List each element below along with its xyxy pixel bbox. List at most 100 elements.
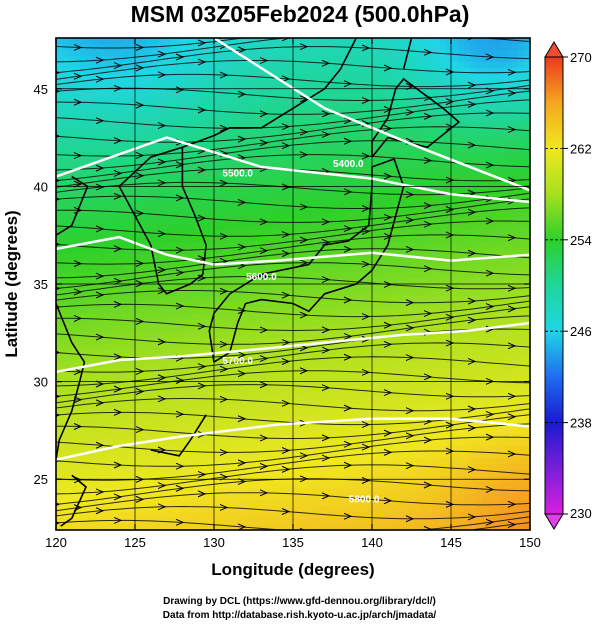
field-cell <box>422 290 429 297</box>
field-cell <box>284 206 291 213</box>
field-cell <box>428 260 435 267</box>
field-cell <box>344 176 351 183</box>
field-cell <box>236 74 243 81</box>
field-cell <box>326 302 333 309</box>
field-cell <box>458 374 465 381</box>
field-cell <box>206 398 213 405</box>
field-cell <box>266 92 273 99</box>
field-cell <box>344 350 351 357</box>
field-cell <box>236 272 243 279</box>
field-cell <box>332 392 339 399</box>
field-cell <box>416 284 423 291</box>
field-cell <box>80 260 87 267</box>
field-cell <box>482 404 489 411</box>
field-cell <box>302 164 309 171</box>
field-cell <box>200 398 207 405</box>
field-cell <box>410 362 417 369</box>
field-cell <box>56 74 63 81</box>
field-cell <box>422 266 429 273</box>
field-cell <box>170 326 177 333</box>
field-cell <box>326 272 333 279</box>
field-cell <box>524 296 530 303</box>
field-cell <box>482 368 489 375</box>
field-cell <box>116 326 123 333</box>
field-cell <box>80 104 87 111</box>
field-cell <box>428 398 435 405</box>
field-cell <box>458 80 465 87</box>
field-cell <box>182 206 189 213</box>
field-cell <box>374 308 381 315</box>
field-cell <box>488 146 495 153</box>
field-cell <box>386 188 393 195</box>
field-cell <box>122 110 129 117</box>
field-cell <box>68 146 75 153</box>
field-cell <box>98 194 105 201</box>
field-cell <box>206 302 213 309</box>
field-cell <box>134 224 141 231</box>
field-cell <box>410 152 417 159</box>
field-cell <box>176 158 183 165</box>
field-cell <box>242 140 249 147</box>
field-cell <box>434 368 441 375</box>
field-cell <box>314 152 321 159</box>
field-cell <box>248 404 255 411</box>
field-cell <box>170 62 177 69</box>
field-cell <box>158 98 165 105</box>
field-cell <box>332 230 339 237</box>
field-cell <box>350 254 357 261</box>
field-cell <box>128 266 135 273</box>
field-cell <box>56 146 63 153</box>
field-cell <box>464 278 471 285</box>
field-cell <box>482 260 489 267</box>
field-cell <box>350 332 357 339</box>
field-cell <box>356 248 363 255</box>
field-cell <box>518 116 525 123</box>
field-cell <box>314 110 321 117</box>
field-cell <box>446 56 453 63</box>
field-cell <box>386 86 393 93</box>
field-cell <box>368 44 375 51</box>
field-cell <box>116 200 123 207</box>
field-cell <box>386 296 393 303</box>
field-cell <box>320 314 327 321</box>
field-cell <box>356 50 363 57</box>
field-cell <box>182 242 189 249</box>
field-cell <box>62 338 69 345</box>
field-cell <box>206 92 213 99</box>
field-cell <box>386 362 393 369</box>
field-cell <box>218 284 225 291</box>
field-cell <box>320 248 327 255</box>
field-cell <box>266 176 273 183</box>
field-cell <box>188 368 195 375</box>
field-cell <box>134 350 141 357</box>
field-cell <box>338 50 345 57</box>
field-cell <box>218 224 225 231</box>
field-cell <box>206 296 213 303</box>
field-cell <box>170 320 177 327</box>
field-cell <box>260 392 267 399</box>
field-cell <box>416 62 423 69</box>
field-cell <box>470 314 477 321</box>
field-cell <box>320 110 327 117</box>
field-cell <box>98 38 105 45</box>
field-cell <box>170 374 177 381</box>
field-cell <box>128 248 135 255</box>
field-cell <box>482 266 489 273</box>
field-cell <box>428 212 435 219</box>
field-cell <box>458 284 465 291</box>
field-cell <box>230 56 237 63</box>
field-cell <box>212 80 219 87</box>
field-cell <box>296 134 303 141</box>
field-cell <box>110 62 117 69</box>
field-cell <box>98 218 105 225</box>
field-cell <box>128 116 135 123</box>
field-cell <box>368 68 375 75</box>
field-cell <box>470 224 477 231</box>
field-cell <box>434 218 441 225</box>
field-cell <box>92 230 99 237</box>
field-cell <box>176 386 183 393</box>
field-cell <box>350 224 357 231</box>
field-cell <box>182 128 189 135</box>
field-cell <box>272 272 279 279</box>
field-cell <box>200 50 207 57</box>
